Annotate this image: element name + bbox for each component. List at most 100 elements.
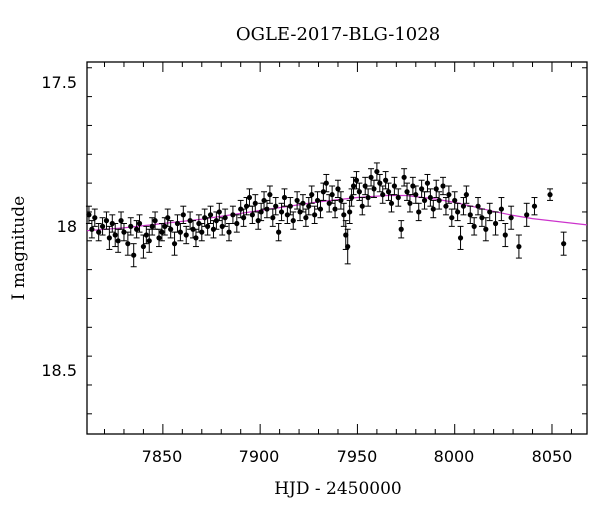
y-axis-label: I magnitude: [9, 196, 29, 300]
data-marker: [335, 186, 341, 192]
data-marker: [443, 203, 449, 209]
data-point: [222, 208, 229, 227]
data-marker: [430, 206, 436, 212]
data-point: [252, 194, 259, 213]
data-point: [353, 171, 360, 190]
data-point: [106, 225, 113, 250]
data-point: [421, 191, 428, 210]
data-marker: [125, 241, 131, 247]
data-marker: [146, 238, 152, 244]
data-marker: [99, 223, 106, 229]
data-point: [412, 185, 419, 204]
data-marker: [516, 243, 522, 250]
data-marker: [258, 209, 264, 215]
data-marker: [121, 229, 127, 235]
data-point: [492, 211, 499, 236]
data-point: [427, 188, 434, 207]
data-marker: [353, 177, 360, 183]
data-marker: [278, 209, 285, 215]
data-point: [140, 234, 147, 259]
data-point: [531, 197, 538, 216]
data-point: [136, 214, 143, 233]
data-marker: [273, 203, 279, 209]
data-point: [508, 205, 515, 230]
data-marker: [359, 203, 365, 209]
data-point: [127, 217, 134, 236]
data-marker: [207, 212, 214, 218]
data-marker: [498, 206, 504, 212]
data-point: [130, 243, 137, 268]
data-marker: [281, 194, 288, 201]
data-point: [448, 208, 455, 227]
data-marker: [287, 203, 293, 209]
data-marker: [343, 232, 349, 238]
data-marker: [341, 212, 347, 218]
data-point: [395, 188, 402, 207]
data-point: [346, 199, 353, 224]
y-tick-labels: 17.5 18 18.5: [41, 73, 77, 380]
data-marker: [290, 218, 296, 224]
data-point: [373, 162, 380, 181]
data-marker: [416, 209, 422, 215]
x-tick-label: 8050: [532, 447, 573, 466]
data-marker: [180, 212, 186, 218]
data-marker: [348, 194, 355, 201]
data-point: [334, 179, 341, 199]
data-marker: [168, 226, 174, 232]
data-point: [515, 234, 522, 259]
data-marker: [455, 209, 461, 215]
data-marker: [460, 203, 467, 209]
x-tick-label: 7900: [239, 447, 280, 466]
data-marker: [193, 235, 199, 241]
data-marker: [300, 200, 306, 206]
data-marker: [140, 243, 147, 250]
data-point: [240, 208, 247, 227]
data-marker: [350, 183, 357, 189]
data-marker: [345, 243, 351, 250]
data-marker: [338, 197, 344, 204]
data-marker: [427, 194, 433, 201]
data-marker: [152, 218, 158, 224]
data-marker: [446, 192, 452, 198]
data-point: [95, 222, 102, 242]
data-point: [308, 185, 315, 204]
data-point: [183, 225, 190, 245]
data-marker: [234, 220, 240, 227]
data-marker: [317, 206, 324, 212]
data-marker: [502, 232, 508, 238]
data-point: [486, 202, 493, 222]
x-tick-label: 8000: [434, 447, 475, 466]
data-point: [406, 194, 413, 213]
data-marker: [424, 180, 431, 186]
data-point: [332, 199, 339, 219]
data-point: [362, 176, 369, 196]
data-point: [547, 188, 554, 201]
data-marker: [421, 197, 428, 204]
data-marker: [433, 186, 439, 192]
data-marker: [467, 212, 473, 218]
data-points-layer: [85, 162, 567, 268]
x-tick-labels: 7850 7900 7950 8000 8050: [142, 447, 573, 466]
data-marker: [199, 229, 205, 235]
data-point: [385, 182, 392, 201]
data-marker: [479, 215, 485, 221]
data-marker: [449, 215, 455, 221]
data-marker: [531, 203, 538, 209]
data-point: [454, 202, 461, 222]
data-point: [266, 185, 273, 204]
data-point: [91, 208, 98, 227]
data-marker: [134, 226, 140, 232]
data-point: [457, 225, 464, 250]
data-point: [418, 179, 425, 199]
data-marker: [475, 203, 481, 209]
data-point: [436, 191, 443, 210]
data-marker: [177, 229, 183, 235]
data-marker: [306, 203, 312, 209]
data-marker: [156, 235, 162, 241]
data-marker: [419, 186, 425, 192]
data-marker: [524, 212, 530, 218]
data-point: [368, 168, 375, 187]
data-marker: [362, 183, 368, 189]
data-marker: [303, 215, 309, 221]
